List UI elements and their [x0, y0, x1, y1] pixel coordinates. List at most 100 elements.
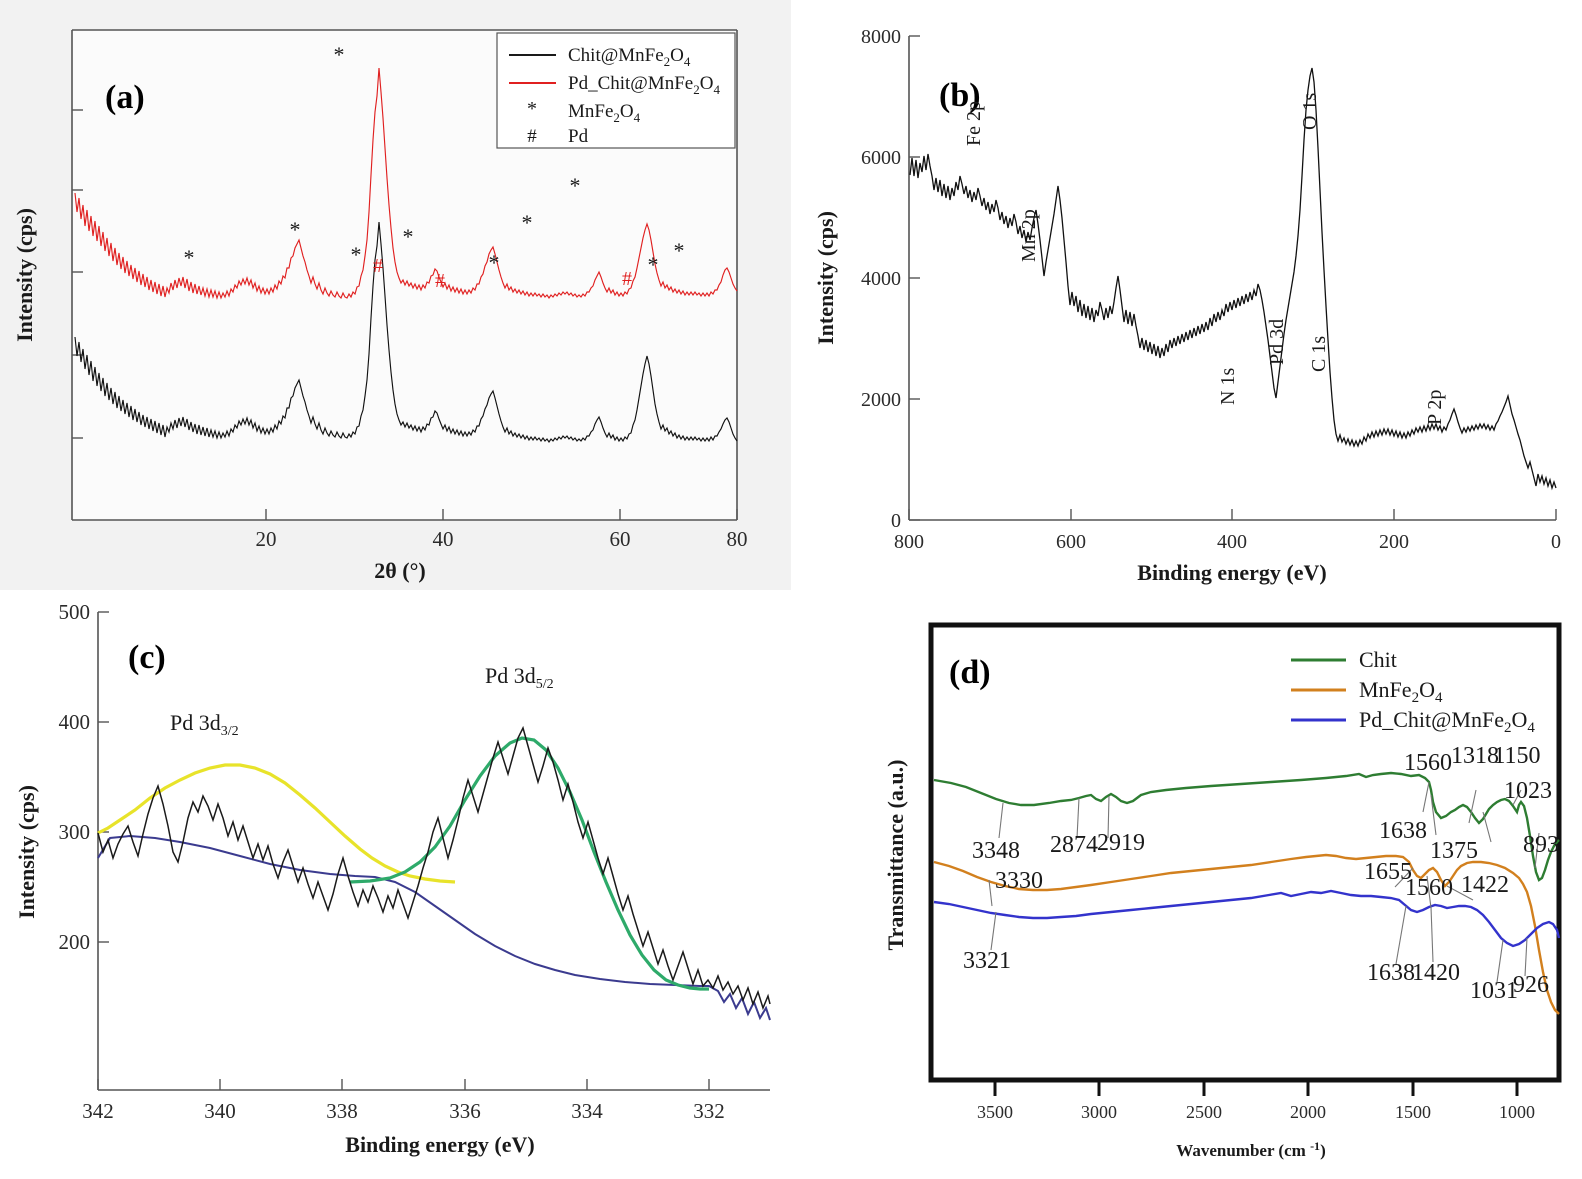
panel-c-pd3d-xps: 500 400 300 200 342 340 338 336 334 332 … — [0, 590, 791, 1179]
panel-c-background-fit — [97, 834, 771, 1021]
panel-b-x-axis-title: Binding energy (eV) — [1137, 560, 1326, 585]
svg-text:*: * — [403, 224, 414, 249]
panel-a-trace-chit — [74, 221, 738, 444]
panel-c-ytick-200: 200 — [59, 930, 91, 954]
svg-text:*: * — [648, 252, 659, 277]
panel-c-x-ticks — [97, 1079, 710, 1090]
panel-c-fit-pd3d52 — [349, 736, 709, 991]
panel-b-peak-pd3d: Pd 3d — [1266, 319, 1288, 365]
panel-d-xtick-2500: 2500 — [1186, 1102, 1222, 1122]
panel-a-y-ticks — [72, 109, 83, 439]
panel-a-x-ticks — [265, 509, 738, 520]
panel-c-xtick-334: 334 — [571, 1099, 603, 1123]
annot-chit-1150: 1150 — [1493, 743, 1540, 769]
panel-d-xtick-1000: 1000 — [1499, 1102, 1535, 1122]
panel-b-ytick-2000: 2000 — [861, 389, 901, 411]
panel-a-trace-pd-chit — [74, 67, 738, 300]
panel-a-legend-symbol-star: * — [527, 98, 537, 120]
panel-a-svg: 20 40 60 80 2θ (°) Intensity (cps) (a) *… — [12, 29, 748, 583]
panel-a-xtick-40: 40 — [433, 527, 454, 551]
panel-c-xtick-340: 340 — [204, 1099, 236, 1123]
panel-b-peak-p2p: P 2p — [1424, 390, 1446, 425]
panel-d-y-axis-title: Transmittance (a.u.) — [883, 760, 908, 951]
panel-a-legend-label-pdchit: Pd_Chit@MnFe2O4 — [568, 73, 720, 97]
svg-text:*: * — [489, 250, 500, 275]
panel-b-trace-survey — [909, 67, 1557, 491]
panel-c-peak-pd3d32: Pd 3d3/2 — [170, 710, 239, 739]
panel-c-svg: 500 400 300 200 342 340 338 336 334 332 … — [14, 600, 771, 1157]
panel-b-peak-c1s: C 1s — [1308, 336, 1330, 372]
panel-b-xtick-400: 400 — [1217, 531, 1247, 553]
panel-c-y-axis-title: Intensity (cps) — [14, 785, 39, 919]
panel-c-x-axis-title: Binding energy (eV) — [345, 1132, 534, 1157]
svg-text:*: * — [290, 217, 301, 242]
svg-text:*: * — [570, 173, 581, 198]
svg-text:*: * — [184, 245, 195, 270]
annot-chit-1638: 1638 — [1379, 818, 1427, 844]
panel-d-legend-label-pdchit: Pd_Chit@MnFe2O4 — [1359, 707, 1535, 736]
panel-b-ytick-8000: 8000 — [861, 26, 901, 48]
panel-a-frame — [71, 29, 738, 521]
panel-d-legend: Chit MnFe2O4 Pd_Chit@MnFe2O4 — [1291, 647, 1535, 736]
annot-chit-3348: 3348 — [972, 838, 1020, 864]
panel-a-hash-markers: # # # — [373, 255, 632, 292]
panel-b-peak-mn2p: Mn 2p — [1018, 209, 1040, 262]
svg-text:#: # — [622, 268, 632, 290]
annot-chit-2874: 2874 — [1050, 832, 1098, 858]
panel-b-xps-survey: 8000 6000 4000 2000 0 800 600 400 200 0 … — [791, 0, 1582, 590]
panel-d-svg: 3500 3000 2500 2000 1500 1000 Wavenumber… — [883, 622, 1562, 1160]
panel-a-legend-label-pd: Pd — [568, 126, 589, 147]
panel-d-leaders — [988, 781, 1540, 983]
panel-d-legend-label-chit: Chit — [1359, 647, 1397, 672]
panel-a-legend-label-chit: Chit@MnFe2O4 — [568, 45, 691, 69]
panel-a-xrd: 20 40 60 80 2θ (°) Intensity (cps) (a) *… — [0, 0, 791, 590]
panel-d-trace-pdchit — [933, 889, 1561, 948]
panel-b-xtick-600: 600 — [1056, 531, 1086, 553]
panel-d-legend-label-mnfe2o4: MnFe2O4 — [1359, 677, 1443, 706]
panel-d-tag: (d) — [949, 654, 991, 691]
panel-d-frame — [928, 622, 1562, 1083]
panel-b-svg: 8000 6000 4000 2000 0 800 600 400 200 0 … — [813, 26, 1561, 585]
panel-d-x-ticks — [993, 1080, 1519, 1096]
panel-c-y-ticks — [98, 611, 109, 943]
annot-pd-926: 926 — [1513, 972, 1549, 998]
annot-chit-1560: 1560 — [1404, 750, 1452, 776]
panel-b-ytick-6000: 6000 — [861, 147, 901, 169]
panel-a-legend: Chit@MnFe2O4 Pd_Chit@MnFe2O4 * MnFe2O4 #… — [496, 32, 736, 149]
panel-b-axes — [908, 36, 1556, 521]
panel-a-x-axis-title: 2θ (°) — [374, 558, 425, 583]
panel-c-xtick-336: 336 — [449, 1099, 481, 1123]
svg-text:*: * — [351, 242, 362, 267]
panel-c-ytick-300: 300 — [59, 820, 91, 844]
annot-mnfe-1422: 1422 — [1461, 872, 1509, 898]
panel-a-star-markers: * * * * * * * * * * — [184, 42, 685, 277]
panel-b-peak-n1s: N 1s — [1217, 368, 1239, 405]
panel-d-trace-mnfe2o4 — [933, 853, 1560, 1015]
panel-b-xtick-0: 0 — [1551, 531, 1561, 553]
panel-c-tag: (c) — [128, 639, 166, 676]
panel-a-xtick-20: 20 — [256, 527, 277, 551]
panel-c-ytick-500: 500 — [59, 600, 91, 624]
annot-pd-1638: 1638 — [1367, 960, 1415, 986]
annot-mnfe-1560: 1560 — [1405, 875, 1453, 901]
annot-chit-893: 893 — [1523, 832, 1559, 858]
panel-b-y-ticks — [909, 35, 920, 521]
panel-b-x-ticks — [908, 509, 1557, 520]
panel-a-tag: (a) — [105, 79, 145, 116]
panel-b-peak-labels: Fe 2p Mn 2p O 1s N 1s Pd 3d C 1s P 2p — [963, 93, 1446, 425]
panel-b-tag: (b) — [939, 77, 981, 114]
panel-b-xtick-200: 200 — [1379, 531, 1409, 553]
panel-c-xtick-338: 338 — [326, 1099, 358, 1123]
panel-d-x-axis-title: Wavenumber (cm -1) — [1176, 1139, 1325, 1160]
annot-pd-3321: 3321 — [963, 948, 1011, 974]
annot-chit-1023: 1023 — [1504, 778, 1552, 804]
svg-text:#: # — [435, 270, 445, 292]
panel-d-xtick-1500: 1500 — [1395, 1102, 1431, 1122]
panel-d-annot-chit: 3348 2874 2919 1638 1560 1375 1318 1150 … — [972, 743, 1559, 864]
panel-c-peak-pd3d52: Pd 3d5/2 — [485, 663, 554, 692]
panel-b-ytick-0: 0 — [891, 510, 901, 532]
panel-d-annot-pdchit: 3321 1638 1420 1031 926 — [963, 948, 1549, 1004]
panel-d-trace-chit — [933, 771, 1560, 882]
panel-b-y-axis-title: Intensity (cps) — [813, 211, 838, 345]
panel-a-y-axis-title: Intensity (cps) — [12, 208, 37, 342]
